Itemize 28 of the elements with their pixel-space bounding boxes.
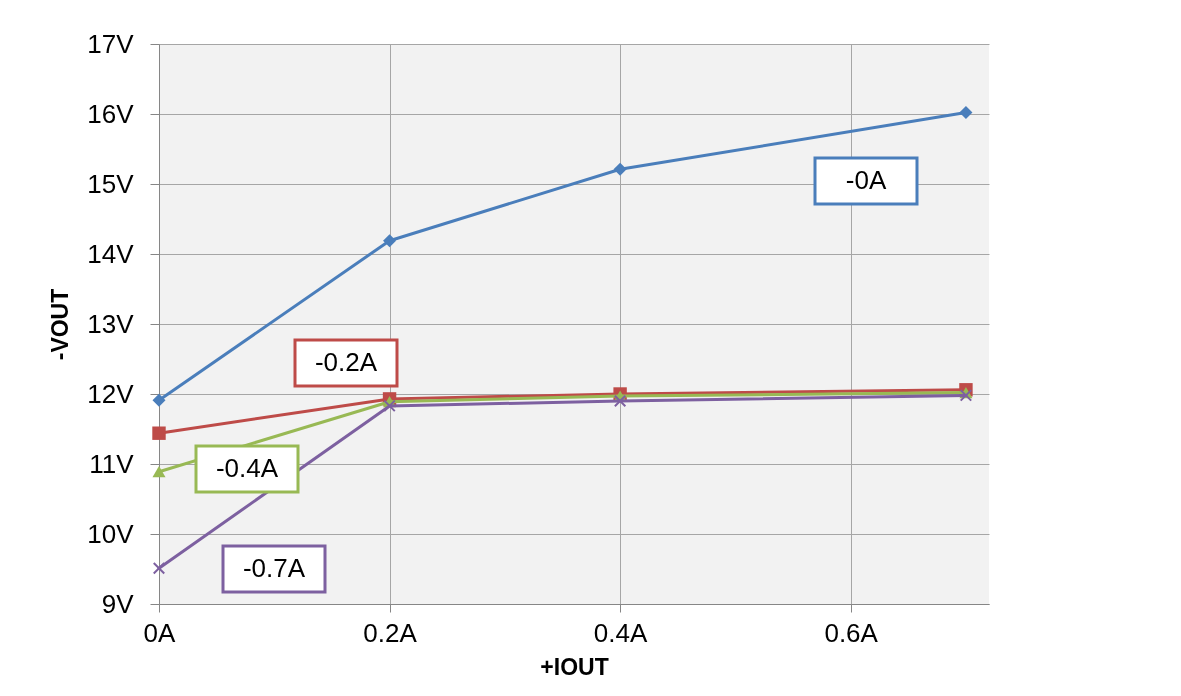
point <box>152 562 166 575</box>
point <box>613 394 627 408</box>
point <box>959 106 973 120</box>
series-label: -0.7A <box>242 553 306 583</box>
x-tick-label: 0.4A <box>593 617 648 648</box>
x-tick-label: 0.6A <box>824 617 879 648</box>
y-tick-label: 9V <box>101 588 135 619</box>
series-label: -0A <box>845 165 887 195</box>
y-tick-label: 15V <box>87 168 135 199</box>
x-axis-title: +IOUT <box>540 653 609 680</box>
y-axis-title: -VOUT <box>47 288 74 361</box>
point <box>613 162 627 176</box>
y-tick-label: 10V <box>87 518 135 549</box>
series-label: -0.4A <box>215 453 279 483</box>
y-tick-label: 12V <box>87 378 135 409</box>
point <box>152 466 166 478</box>
y-tick-label: 17V <box>87 28 135 59</box>
point <box>383 399 396 413</box>
x-tick-label: 0A <box>143 617 177 648</box>
y-tick-label: 13V <box>87 308 135 339</box>
y-tick-label: 16V <box>87 98 135 129</box>
point <box>152 393 166 407</box>
point <box>383 234 397 248</box>
point <box>152 426 166 440</box>
x-tick-label: 0.2A <box>363 617 418 648</box>
y-tick-label: 11V <box>89 448 135 479</box>
series-label: -0.2A <box>314 347 378 377</box>
y-tick-label: 14V <box>87 238 135 269</box>
